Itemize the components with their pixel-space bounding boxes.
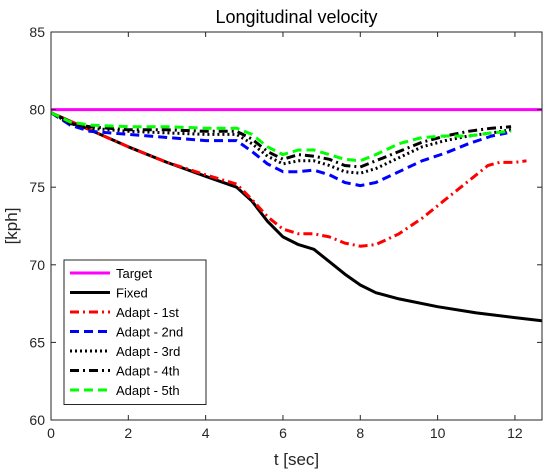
plot-frame: [50, 31, 543, 421]
series-line-adapt-5th: [51, 111, 512, 163]
legend-item-fixed: Fixed: [70, 286, 148, 301]
chart-title: Longitudinal velocity: [215, 7, 377, 27]
legend-label: Adapt - 5th: [116, 383, 180, 398]
x-tick-label: 4: [202, 425, 210, 441]
legend-item-adapt-5th: Adapt - 5th: [70, 383, 180, 398]
series-layer: [51, 108, 542, 323]
series-line-adapt-1st: [51, 111, 527, 248]
legend-label: Adapt - 4th: [116, 364, 180, 379]
y-tick-label: 60: [29, 412, 45, 428]
x-tick-label: 6: [279, 425, 287, 441]
x-tick-label: 10: [430, 425, 446, 441]
y-tick-label: 70: [29, 257, 45, 273]
y-tick-label: 75: [29, 179, 45, 195]
legend-label: Adapt - 1st: [116, 305, 179, 320]
series-line-adapt-4th: [51, 111, 512, 169]
series-line-adapt-2nd: [51, 111, 508, 188]
series-lines: [51, 108, 542, 323]
legend-label: Target: [116, 266, 153, 281]
x-axis-label: t [sec]: [274, 450, 319, 469]
series-line-adapt-3rd: [51, 111, 512, 175]
legend-entries: Target Fixed Adapt - 1st Adapt - 2nd Adapt -…: [70, 266, 183, 398]
x-tick-label: 12: [507, 425, 523, 441]
legend-item-adapt-1st: Adapt - 1st: [70, 305, 179, 320]
x-tick-label: 2: [124, 425, 132, 441]
y-tick-label: 85: [29, 24, 45, 40]
y-tick-label: 80: [29, 102, 45, 118]
y-axis-label: [kph]: [2, 208, 21, 245]
legend-label: Adapt - 2nd: [116, 325, 183, 340]
legend-item-adapt-3rd: Adapt - 3rd: [70, 344, 180, 359]
legend-label: Adapt - 3rd: [116, 344, 180, 359]
legend: Target Fixed Adapt - 1st Adapt - 2nd Adapt -…: [63, 259, 207, 405]
y-tick-label: 65: [29, 334, 45, 350]
legend-item-target: Target: [70, 266, 153, 281]
legend-label: Fixed: [116, 286, 148, 301]
legend-item-adapt-2nd: Adapt - 2nd: [70, 325, 183, 340]
legend-item-adapt-4th: Adapt - 4th: [70, 364, 180, 379]
x-tick-label: 0: [47, 425, 55, 441]
x-tick-label: 8: [356, 425, 364, 441]
